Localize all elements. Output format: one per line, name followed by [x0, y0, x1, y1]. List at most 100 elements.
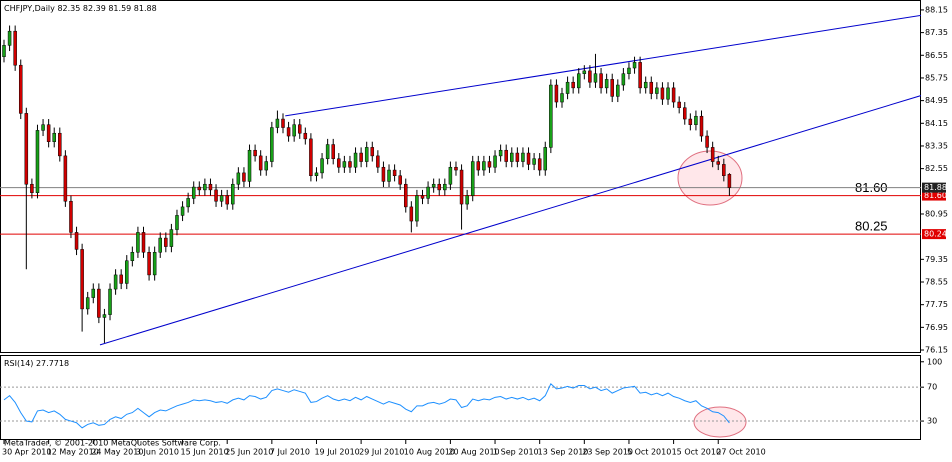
x-tick-label: 3 Jun 2010	[136, 448, 179, 457]
candle-body	[426, 186, 430, 199]
candle-body	[515, 152, 520, 162]
candle-body	[136, 232, 140, 253]
rsi-panel	[0, 355, 921, 440]
candle-body	[443, 183, 447, 191]
candle-body	[7, 30, 12, 46]
x-tick-label: 23 Sep 2010	[582, 448, 633, 457]
y-tick-label: 77.75	[925, 300, 948, 309]
rsi-last: 27.7718	[36, 359, 69, 368]
candle-body	[119, 274, 123, 284]
candle-body	[141, 232, 146, 253]
price-label-box	[922, 182, 946, 193]
candle-body	[275, 118, 280, 128]
symbol: CHFJPY,Daily	[4, 4, 55, 13]
candle-body	[716, 161, 720, 165]
chart-title: CHFJPY,Daily 82.35 82.39 81.59 81.88	[4, 4, 157, 13]
trend-line	[99, 95, 921, 346]
x-tick-label: 19 Jul 2010	[314, 448, 359, 457]
candle-body	[46, 124, 51, 142]
candle-body	[537, 158, 542, 171]
y-tick-label: 78.55	[925, 278, 948, 287]
rsi-area	[0, 382, 921, 429]
candle-body	[253, 149, 257, 157]
rsi-tick-label: 100	[927, 357, 942, 366]
last-low: 81.59	[108, 4, 131, 13]
candle-body	[565, 81, 570, 94]
candle-body	[219, 195, 224, 202]
rsi-name: RSI(14)	[4, 359, 33, 368]
candle-body	[69, 200, 73, 233]
y-tick-label: 76.95	[925, 323, 948, 332]
candle-body	[381, 166, 386, 182]
candle-body	[231, 183, 235, 205]
candle-body	[30, 183, 34, 193]
candle-body	[169, 229, 174, 247]
y-tick-label: 84.95	[925, 96, 948, 105]
candle-body	[24, 113, 29, 185]
y-tick-label: 88.15	[925, 5, 948, 14]
candle-body	[710, 147, 715, 162]
candle-body	[521, 152, 525, 162]
x-tick-label: 29 Jul 2010	[359, 448, 404, 457]
candle-body	[297, 124, 302, 134]
candle-body	[638, 62, 642, 89]
candle-body	[549, 84, 553, 148]
candle-body	[621, 73, 626, 86]
candle-body	[470, 161, 475, 196]
candle-body	[599, 73, 603, 89]
candle-body	[632, 62, 637, 69]
candle-body	[409, 206, 414, 222]
candle-body	[387, 169, 391, 182]
footer: MetaTrader, © 2001-2010 MetaQuotes Softw…	[4, 439, 221, 448]
candle-body	[175, 215, 179, 230]
candle-body	[510, 152, 514, 162]
y-tick-label: 82.55	[925, 164, 948, 173]
candle-body	[102, 314, 107, 318]
candle-body	[398, 175, 402, 185]
x-tick-label: 15 Oct 2010	[672, 448, 721, 457]
candle-body	[699, 115, 704, 137]
candle-body	[688, 118, 693, 125]
candle-body	[41, 124, 45, 131]
candle-body	[130, 251, 135, 261]
candle-body	[125, 260, 129, 284]
x-tick-label: 12 May 2010	[47, 448, 99, 457]
candle-body	[448, 166, 453, 185]
y-tick-label: 87.35	[925, 28, 948, 37]
x-tick-label: 24 May 2010	[91, 448, 143, 457]
candle-body	[666, 87, 670, 100]
candle-body	[694, 115, 698, 125]
candle-body	[74, 232, 79, 250]
candle-body	[560, 93, 564, 103]
candle-body	[264, 161, 269, 171]
price-label-box	[922, 190, 946, 201]
candle-body	[164, 237, 168, 247]
candle-body	[420, 195, 425, 199]
axes: 88.15 87.35 86.55 85.75 84.95 84.15 83.35 82.55…	[2, 5, 948, 456]
candle-body	[683, 107, 687, 120]
trend-line	[285, 14, 921, 117]
candle-body	[348, 161, 352, 168]
candle-body	[258, 155, 263, 171]
candle-body	[593, 73, 598, 83]
candle-body	[286, 127, 291, 137]
rsi-line	[3, 382, 730, 429]
candle-body	[554, 84, 559, 103]
y-tick-label: 83.35	[925, 141, 948, 150]
candle-body	[353, 152, 358, 168]
candle-body	[649, 81, 654, 94]
price-label: 81.60	[924, 191, 947, 200]
last-high: 82.39	[83, 4, 106, 13]
candle-body	[465, 195, 469, 205]
candle-body	[97, 288, 101, 318]
candle-body	[191, 186, 196, 199]
x-tick-label: 13 Sep 2010	[538, 448, 589, 457]
x-tick-label: 10 Aug 2010	[404, 448, 455, 457]
candle-body	[459, 169, 464, 205]
y-tick-label: 86.55	[925, 51, 948, 60]
x-tick-label: 1 Sep 2010	[493, 448, 539, 457]
y-tick-label: 85.75	[925, 73, 948, 82]
candle-body	[487, 161, 492, 168]
candle-body	[604, 79, 609, 89]
